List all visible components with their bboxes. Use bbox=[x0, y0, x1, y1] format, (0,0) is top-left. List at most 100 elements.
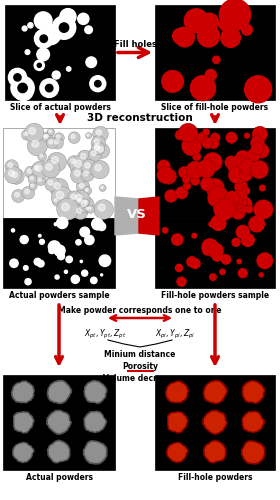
Circle shape bbox=[77, 196, 94, 213]
Circle shape bbox=[176, 264, 183, 272]
Circle shape bbox=[36, 165, 42, 172]
Circle shape bbox=[25, 50, 30, 54]
Circle shape bbox=[207, 186, 229, 208]
Text: 3D reconstruction: 3D reconstruction bbox=[87, 113, 193, 123]
Circle shape bbox=[38, 260, 44, 267]
Circle shape bbox=[34, 30, 53, 48]
Circle shape bbox=[162, 228, 168, 233]
Circle shape bbox=[71, 275, 80, 283]
Circle shape bbox=[39, 240, 45, 244]
Circle shape bbox=[197, 132, 208, 142]
Circle shape bbox=[73, 205, 88, 220]
Circle shape bbox=[76, 180, 90, 194]
Bar bbox=[155, 375, 275, 470]
Circle shape bbox=[76, 240, 81, 245]
Text: Slice of actual powders: Slice of actual powders bbox=[10, 103, 110, 112]
Text: VS: VS bbox=[127, 208, 147, 222]
Circle shape bbox=[32, 140, 39, 147]
Circle shape bbox=[22, 130, 32, 140]
Circle shape bbox=[39, 234, 41, 237]
Circle shape bbox=[161, 168, 177, 184]
Bar bbox=[155, 5, 275, 100]
Circle shape bbox=[99, 255, 111, 266]
Circle shape bbox=[98, 147, 103, 152]
Polygon shape bbox=[244, 382, 263, 402]
Circle shape bbox=[99, 184, 106, 192]
Circle shape bbox=[81, 168, 94, 181]
Circle shape bbox=[211, 216, 226, 230]
Circle shape bbox=[175, 186, 188, 199]
Circle shape bbox=[78, 14, 89, 24]
Circle shape bbox=[49, 140, 53, 144]
Circle shape bbox=[90, 277, 97, 283]
Polygon shape bbox=[241, 440, 265, 464]
Circle shape bbox=[85, 132, 92, 138]
Polygon shape bbox=[169, 414, 186, 432]
Circle shape bbox=[200, 177, 214, 191]
Polygon shape bbox=[13, 382, 32, 401]
Circle shape bbox=[47, 128, 55, 136]
Circle shape bbox=[94, 200, 113, 220]
Circle shape bbox=[79, 183, 84, 188]
Circle shape bbox=[87, 134, 89, 136]
Circle shape bbox=[86, 207, 88, 210]
Circle shape bbox=[244, 132, 250, 138]
Text: Fill holes: Fill holes bbox=[114, 40, 157, 49]
Circle shape bbox=[88, 207, 91, 210]
Circle shape bbox=[245, 76, 272, 103]
Circle shape bbox=[98, 222, 106, 230]
Circle shape bbox=[45, 134, 48, 138]
Circle shape bbox=[94, 139, 99, 144]
Circle shape bbox=[49, 130, 52, 132]
Text: Volume decrease: Volume decrease bbox=[103, 374, 177, 383]
Circle shape bbox=[60, 246, 62, 249]
Circle shape bbox=[251, 143, 264, 156]
Circle shape bbox=[242, 24, 252, 35]
Circle shape bbox=[203, 152, 222, 172]
Bar bbox=[155, 128, 275, 218]
Circle shape bbox=[250, 160, 269, 179]
Circle shape bbox=[66, 256, 72, 262]
Circle shape bbox=[221, 22, 229, 30]
Circle shape bbox=[208, 138, 219, 149]
Polygon shape bbox=[167, 412, 188, 433]
Polygon shape bbox=[85, 442, 105, 462]
Circle shape bbox=[92, 142, 105, 154]
Circle shape bbox=[252, 126, 268, 142]
Circle shape bbox=[175, 27, 194, 47]
Circle shape bbox=[42, 132, 53, 142]
Circle shape bbox=[254, 200, 273, 220]
Circle shape bbox=[85, 26, 92, 34]
Circle shape bbox=[55, 140, 59, 144]
Circle shape bbox=[190, 259, 200, 268]
Circle shape bbox=[71, 194, 76, 200]
Circle shape bbox=[197, 25, 220, 47]
Circle shape bbox=[241, 199, 248, 205]
Bar bbox=[3, 128, 115, 218]
Circle shape bbox=[249, 216, 264, 232]
Circle shape bbox=[27, 169, 32, 173]
Circle shape bbox=[85, 163, 90, 168]
Circle shape bbox=[38, 152, 46, 161]
Circle shape bbox=[52, 71, 60, 79]
Circle shape bbox=[173, 28, 188, 44]
Bar bbox=[3, 375, 115, 470]
Polygon shape bbox=[139, 197, 159, 235]
Circle shape bbox=[60, 8, 76, 24]
Circle shape bbox=[25, 166, 37, 178]
Circle shape bbox=[83, 199, 89, 205]
Circle shape bbox=[62, 203, 69, 211]
Polygon shape bbox=[11, 381, 34, 403]
Circle shape bbox=[77, 150, 92, 166]
Polygon shape bbox=[47, 410, 71, 434]
Text: Make powder corresponds one to one: Make powder corresponds one to one bbox=[58, 306, 222, 315]
Circle shape bbox=[85, 236, 94, 244]
Polygon shape bbox=[48, 412, 69, 432]
Circle shape bbox=[54, 182, 60, 189]
Circle shape bbox=[28, 22, 33, 28]
Circle shape bbox=[221, 28, 240, 48]
Polygon shape bbox=[15, 414, 32, 432]
Circle shape bbox=[76, 197, 84, 205]
Circle shape bbox=[225, 156, 238, 169]
Circle shape bbox=[80, 260, 83, 262]
